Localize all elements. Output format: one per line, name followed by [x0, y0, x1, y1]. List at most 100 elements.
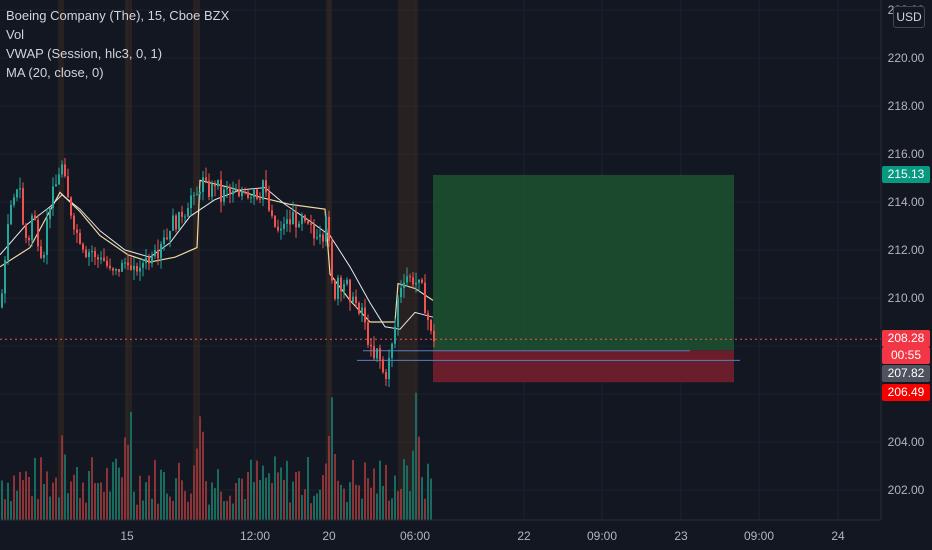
volume-bar — [334, 454, 336, 520]
candle-body — [268, 192, 270, 211]
target-zone — [433, 174, 734, 351]
volume-bar — [253, 482, 255, 520]
candle-body — [397, 297, 399, 327]
candle-body — [85, 249, 87, 258]
candle-body — [184, 216, 186, 218]
volume-bar — [139, 475, 141, 520]
candle-body — [346, 279, 348, 285]
candle-body — [193, 195, 195, 197]
candle-body — [247, 191, 249, 198]
volume-bar — [385, 464, 387, 520]
candle-body — [355, 296, 357, 304]
candle-body — [430, 319, 432, 331]
volume-bar — [409, 491, 411, 520]
volume-bar — [367, 478, 369, 520]
candle-body — [124, 262, 126, 264]
candle-body — [16, 189, 18, 198]
candle-body — [127, 262, 129, 266]
long-position-tool[interactable] — [0, 174, 881, 383]
candle-body — [118, 268, 120, 272]
volume-bar — [109, 491, 111, 520]
volume-bar — [76, 467, 78, 520]
candle-body — [202, 177, 204, 193]
candle-body — [319, 234, 321, 238]
volume-bar — [1, 480, 3, 520]
ma-indicator-label[interactable]: MA (20, close, 0) — [6, 65, 104, 80]
candle-body — [373, 346, 375, 359]
volume-bar — [112, 462, 114, 520]
candle-body — [88, 252, 90, 258]
volume-bar — [331, 397, 333, 520]
candle-body — [394, 326, 396, 344]
volume-bar — [418, 436, 420, 520]
volume-bar — [244, 498, 246, 520]
candle-body — [358, 303, 360, 314]
volume-bar — [43, 484, 45, 520]
candle-body — [391, 343, 393, 358]
volume-bar — [394, 475, 396, 520]
volume-bar — [391, 498, 393, 520]
volume-bar — [142, 500, 144, 520]
candle-body — [115, 268, 117, 271]
volume-bar — [280, 467, 282, 520]
volume-bar — [16, 490, 18, 520]
volume-bar — [19, 472, 21, 520]
volume-bar — [154, 460, 156, 520]
volume-bar — [328, 435, 330, 520]
candle-body — [307, 220, 309, 224]
candle-body — [271, 210, 273, 216]
volume-bar — [262, 465, 264, 520]
candle-body — [223, 189, 225, 202]
volume-bar — [325, 463, 327, 520]
candle-body — [229, 187, 231, 195]
volume-bar — [241, 478, 243, 520]
candle-body — [370, 344, 372, 347]
volume-bar — [310, 503, 312, 520]
currency-button[interactable]: USD — [893, 6, 925, 28]
volume-bar — [97, 483, 99, 520]
volume-bar — [301, 494, 303, 520]
candle-body — [367, 322, 369, 345]
volume-bar — [88, 470, 90, 520]
candle-body — [166, 237, 168, 240]
candle-body — [25, 224, 27, 238]
volume-bar — [343, 488, 345, 520]
volume-bar — [406, 465, 408, 520]
candle-body — [103, 257, 105, 261]
symbol-title[interactable]: Boeing Company (The), 15, Cboe BZX — [6, 8, 230, 23]
volume-bar — [364, 462, 366, 520]
volume-bar — [289, 502, 291, 520]
volume-indicator-label[interactable]: Vol — [6, 27, 25, 42]
volume-bar — [220, 491, 222, 520]
candle-body — [433, 330, 435, 342]
candle-body — [364, 307, 366, 323]
volume-bar — [340, 484, 342, 520]
candle-body — [421, 279, 423, 283]
volume-bar — [130, 411, 132, 520]
candle-body — [256, 189, 258, 199]
target-price-tag: 215.13 — [882, 166, 930, 183]
candle-body — [55, 184, 57, 187]
candle-body — [214, 184, 216, 187]
candle-body — [187, 208, 189, 217]
volume-bar — [73, 474, 75, 520]
volume-bar — [307, 457, 309, 520]
volume-bar — [229, 495, 231, 520]
candle-body — [142, 263, 144, 268]
volume-bar — [250, 459, 252, 520]
volume-bar — [127, 444, 129, 520]
vwap-indicator-label[interactable]: VWAP (Session, hlc3, 0, 1) — [6, 46, 163, 61]
volume-bar — [397, 491, 399, 520]
candle-body — [235, 190, 237, 192]
time-tick-label: 24 — [831, 529, 845, 543]
candle-body — [304, 215, 306, 221]
volume-bar — [172, 500, 174, 520]
volume-bar — [205, 481, 207, 520]
candle-body — [289, 219, 291, 225]
candle-body — [172, 215, 174, 231]
candle-body — [313, 224, 315, 239]
candle-body — [337, 277, 339, 299]
volume-bar — [46, 471, 48, 520]
indicator-lines — [0, 179, 434, 330]
